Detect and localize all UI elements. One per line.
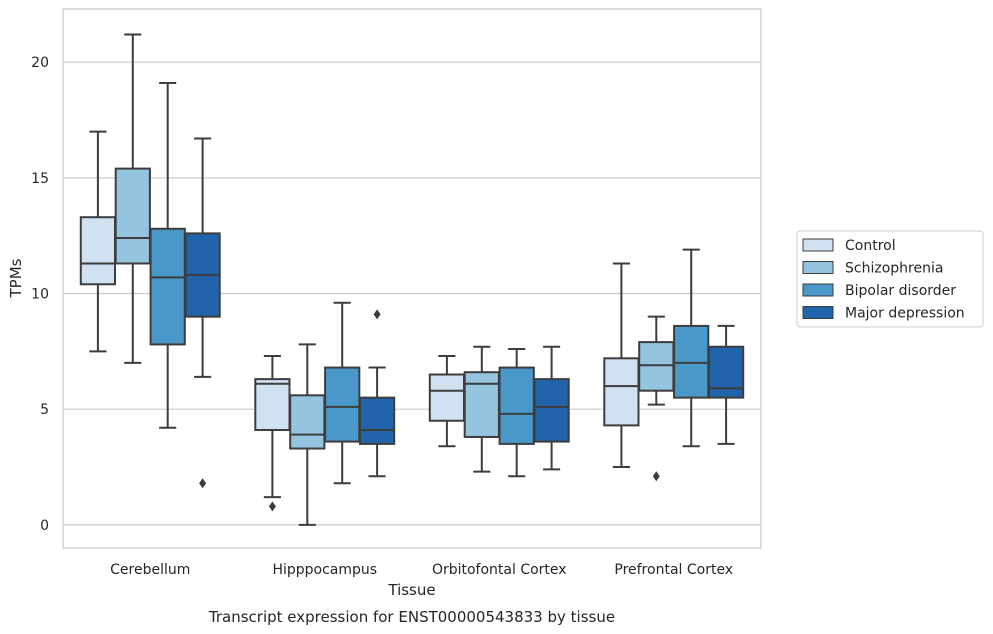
chart-caption: Transcript expression for ENST0000054383… [208,608,615,626]
legend: Control Schizophrenia Bipolar disorder Majo… [796,230,984,328]
box-iqr [638,341,675,392]
box-iqr [254,378,291,432]
legend-swatch [802,238,834,252]
x-tick-label: Orbitofontal Cortex [432,562,567,578]
legend-label: Major depression [845,306,965,322]
box-control [254,354,291,512]
box-bipolar-disorder [498,348,535,478]
box-iqr [324,366,361,443]
box-iqr [428,373,466,422]
legend-swatch [802,283,834,297]
box-iqr [114,167,151,265]
y-tick-label: 15 [31,171,49,187]
y-tick-label: 0 [40,518,49,534]
box-iqr [149,227,186,346]
box-control [79,130,117,353]
plot-frame [62,8,762,549]
box-iqr [463,371,500,438]
x-tick-labels: Cerebellum Hipppocampus Orbitofontal Corte… [110,562,733,578]
box-major-depression [533,345,570,471]
x-tick-label: Cerebellum [110,562,190,578]
x-tick-label: Prefrontal Cortex [614,562,733,578]
x-tick-label: Hipppocampus [272,562,377,578]
box-bipolar-disorder [324,301,361,485]
box-series [79,33,745,526]
outlier-point [373,309,381,320]
box-major-depression [184,137,221,489]
legend-swatch [802,306,834,319]
x-axis-label: Tissue [387,581,435,599]
legend-swatch [802,261,834,274]
box-control [428,354,466,448]
box-iqr [358,396,396,445]
box-bipolar-disorder [149,82,186,429]
legend-label: Bipolar disorder [845,283,956,299]
y-tick-labels: 0 5 10 15 20 [31,55,49,534]
y-tick-label: 5 [40,402,49,418]
box-schizophrenia [289,343,326,526]
box-iqr [673,324,710,399]
box-schizophrenia [114,33,151,364]
y-axis-label: TPMs [7,258,25,298]
legend-frame [796,230,984,328]
box-iqr [289,394,326,450]
legend-label: Control [845,238,896,254]
y-tick-label: 10 [31,287,49,303]
box-major-depression [358,309,396,478]
outlier-point [652,471,660,482]
box-iqr [79,216,117,286]
legend-label: Schizophrenia [845,261,943,277]
box-control [603,262,640,469]
box-major-depression [707,324,745,445]
box-bipolar-disorder [673,248,710,448]
box-schizophrenia [463,345,500,473]
box-schizophrenia [638,315,675,482]
box-iqr [603,357,640,427]
outlier-point [199,478,207,489]
box-iqr [707,345,745,399]
y-tick-label: 20 [31,55,49,71]
outlier-point [268,501,276,512]
box-iqr [498,366,535,445]
box-iqr [533,378,570,443]
